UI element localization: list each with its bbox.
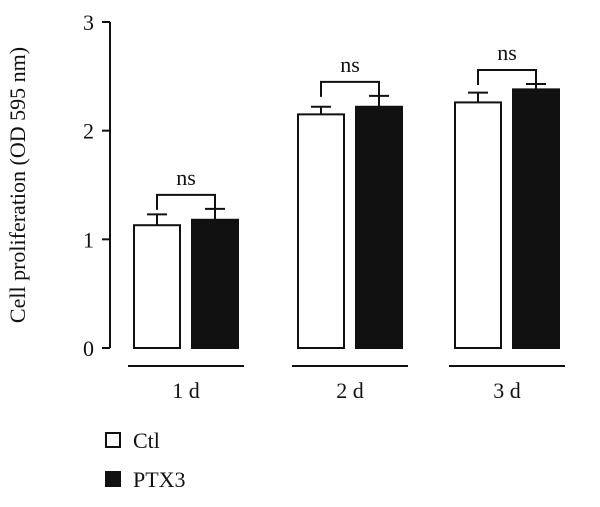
bar-ptx3-2 [355,105,403,350]
y-tick-label: 1 [83,227,94,252]
legend-swatch-ptx3 [105,471,121,487]
bar-ptx3-1 [191,218,239,349]
group-axis: 1 d 2 d 3 d [128,365,565,403]
y-tick-label: 0 [83,336,94,361]
significance-label: ns [340,52,360,77]
legend-label-ptx3: PTX3 [133,467,186,492]
significance-bracket [156,193,216,210]
group-label: 2 d [336,378,364,403]
y-tick-label: 2 [83,119,94,144]
significance-bracket [320,80,380,97]
group-label: 3 d [493,378,521,403]
y-axis: 0 1 2 3 [83,10,111,361]
significance-label: ns [176,165,196,190]
y-tick-label: 3 [83,10,94,35]
legend-label-ctl: Ctl [133,428,160,453]
bar-ctl-3 [454,101,502,349]
bar-ptx3-3 [512,88,560,350]
significance-label: ns [497,40,517,65]
bar-ctl-1 [133,224,181,349]
legend-swatch-ctl [105,432,121,448]
group-label: 1 d [172,378,200,403]
bars-layer [133,82,560,350]
significance-layer: ns ns ns [156,40,537,210]
bar-ctl-2 [297,113,345,349]
legend: Ctl PTX3 [105,428,186,492]
significance-bracket [477,68,537,85]
y-axis-label: Cell proliferation (OD 595 nm) [5,47,30,323]
